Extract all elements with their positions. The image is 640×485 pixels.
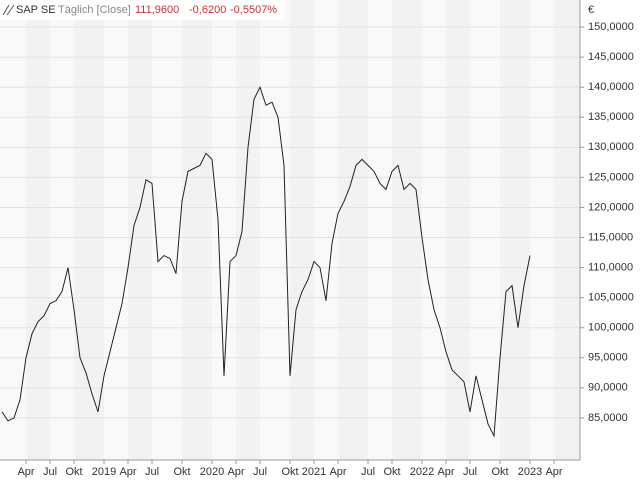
x-tick-label: Jul xyxy=(43,466,57,478)
x-tick-label: Apr xyxy=(227,466,244,478)
y-tick-label: 120,0000 xyxy=(588,201,634,213)
band xyxy=(236,0,260,460)
x-tick-label: Jul xyxy=(253,466,267,478)
title: SAP SE xyxy=(16,4,56,16)
x-tick-label: Okt xyxy=(383,466,400,478)
x-tick-label: Apr xyxy=(329,466,346,478)
y-tick-label: 125,0000 xyxy=(588,171,634,183)
subtitle: Täglich [Close] xyxy=(58,4,131,16)
band xyxy=(182,0,212,460)
band xyxy=(392,0,422,460)
band xyxy=(338,0,368,460)
y-tick-label: 115,0000 xyxy=(588,231,633,243)
x-tick-label: Okt xyxy=(491,466,508,478)
band xyxy=(74,0,104,460)
series xyxy=(1,85,531,438)
band xyxy=(470,0,500,460)
grid xyxy=(0,26,580,419)
header-box xyxy=(0,0,284,20)
band xyxy=(368,0,392,460)
x-tick-label: Jul xyxy=(463,466,477,478)
x-tick-label: Apr xyxy=(545,466,562,478)
x-tick-label: 2021 xyxy=(302,466,326,478)
y-tick-label: 100,0000 xyxy=(588,322,634,334)
x-tick-label: Okt xyxy=(65,466,82,478)
y-tick-label: 85,0000 xyxy=(588,412,628,424)
band xyxy=(314,0,338,460)
band xyxy=(26,0,50,460)
x-tick-label: Okt xyxy=(281,466,298,478)
y-tick-label: 95,0000 xyxy=(588,352,628,364)
y-unit: € xyxy=(588,4,594,16)
band xyxy=(128,0,152,460)
band xyxy=(260,0,290,460)
change-percent: -0,5507% xyxy=(230,4,277,16)
y-tick-label: 105,0000 xyxy=(588,292,634,304)
band xyxy=(212,0,236,460)
x-tick-label: Apr xyxy=(17,466,34,478)
x-tick-label: 2019 xyxy=(92,466,116,478)
band xyxy=(530,0,554,460)
band xyxy=(500,0,530,460)
x-tick-label: 2023 xyxy=(518,466,542,478)
y-tick-label: 135,0000 xyxy=(588,111,634,123)
price-line xyxy=(1,85,531,438)
x-tick-label: 2020 xyxy=(200,466,224,478)
x-tick-label: Jul xyxy=(145,466,159,478)
y-tick-label: 145,0000 xyxy=(588,51,634,63)
band xyxy=(290,0,314,460)
band xyxy=(104,0,128,460)
band xyxy=(50,0,74,460)
x-tick-label: Apr xyxy=(437,466,454,478)
y-tick-label: 110,0000 xyxy=(588,261,633,273)
band xyxy=(446,0,470,460)
y-tick-label: 150,0000 xyxy=(588,21,634,33)
band xyxy=(0,0,26,460)
x-tick-label: Okt xyxy=(173,466,190,478)
change: -0,6200 xyxy=(189,4,226,16)
band xyxy=(422,0,446,460)
background-bands xyxy=(0,0,580,460)
x-tick-label: Apr xyxy=(119,466,136,478)
band xyxy=(152,0,182,460)
y-tick-label: 90,0000 xyxy=(588,382,628,394)
x-tick-label: 2022 xyxy=(410,466,434,478)
x-tick-label: Jul xyxy=(361,466,375,478)
band xyxy=(554,0,580,460)
y-tick-label: 130,0000 xyxy=(588,141,634,153)
line-icon xyxy=(2,4,15,16)
y-tick-label: 140,0000 xyxy=(588,81,634,93)
header: SAP SE Täglich [Close] 111,9600 -0,6200 … xyxy=(0,0,284,20)
last-price: 111,9600 xyxy=(135,4,179,16)
